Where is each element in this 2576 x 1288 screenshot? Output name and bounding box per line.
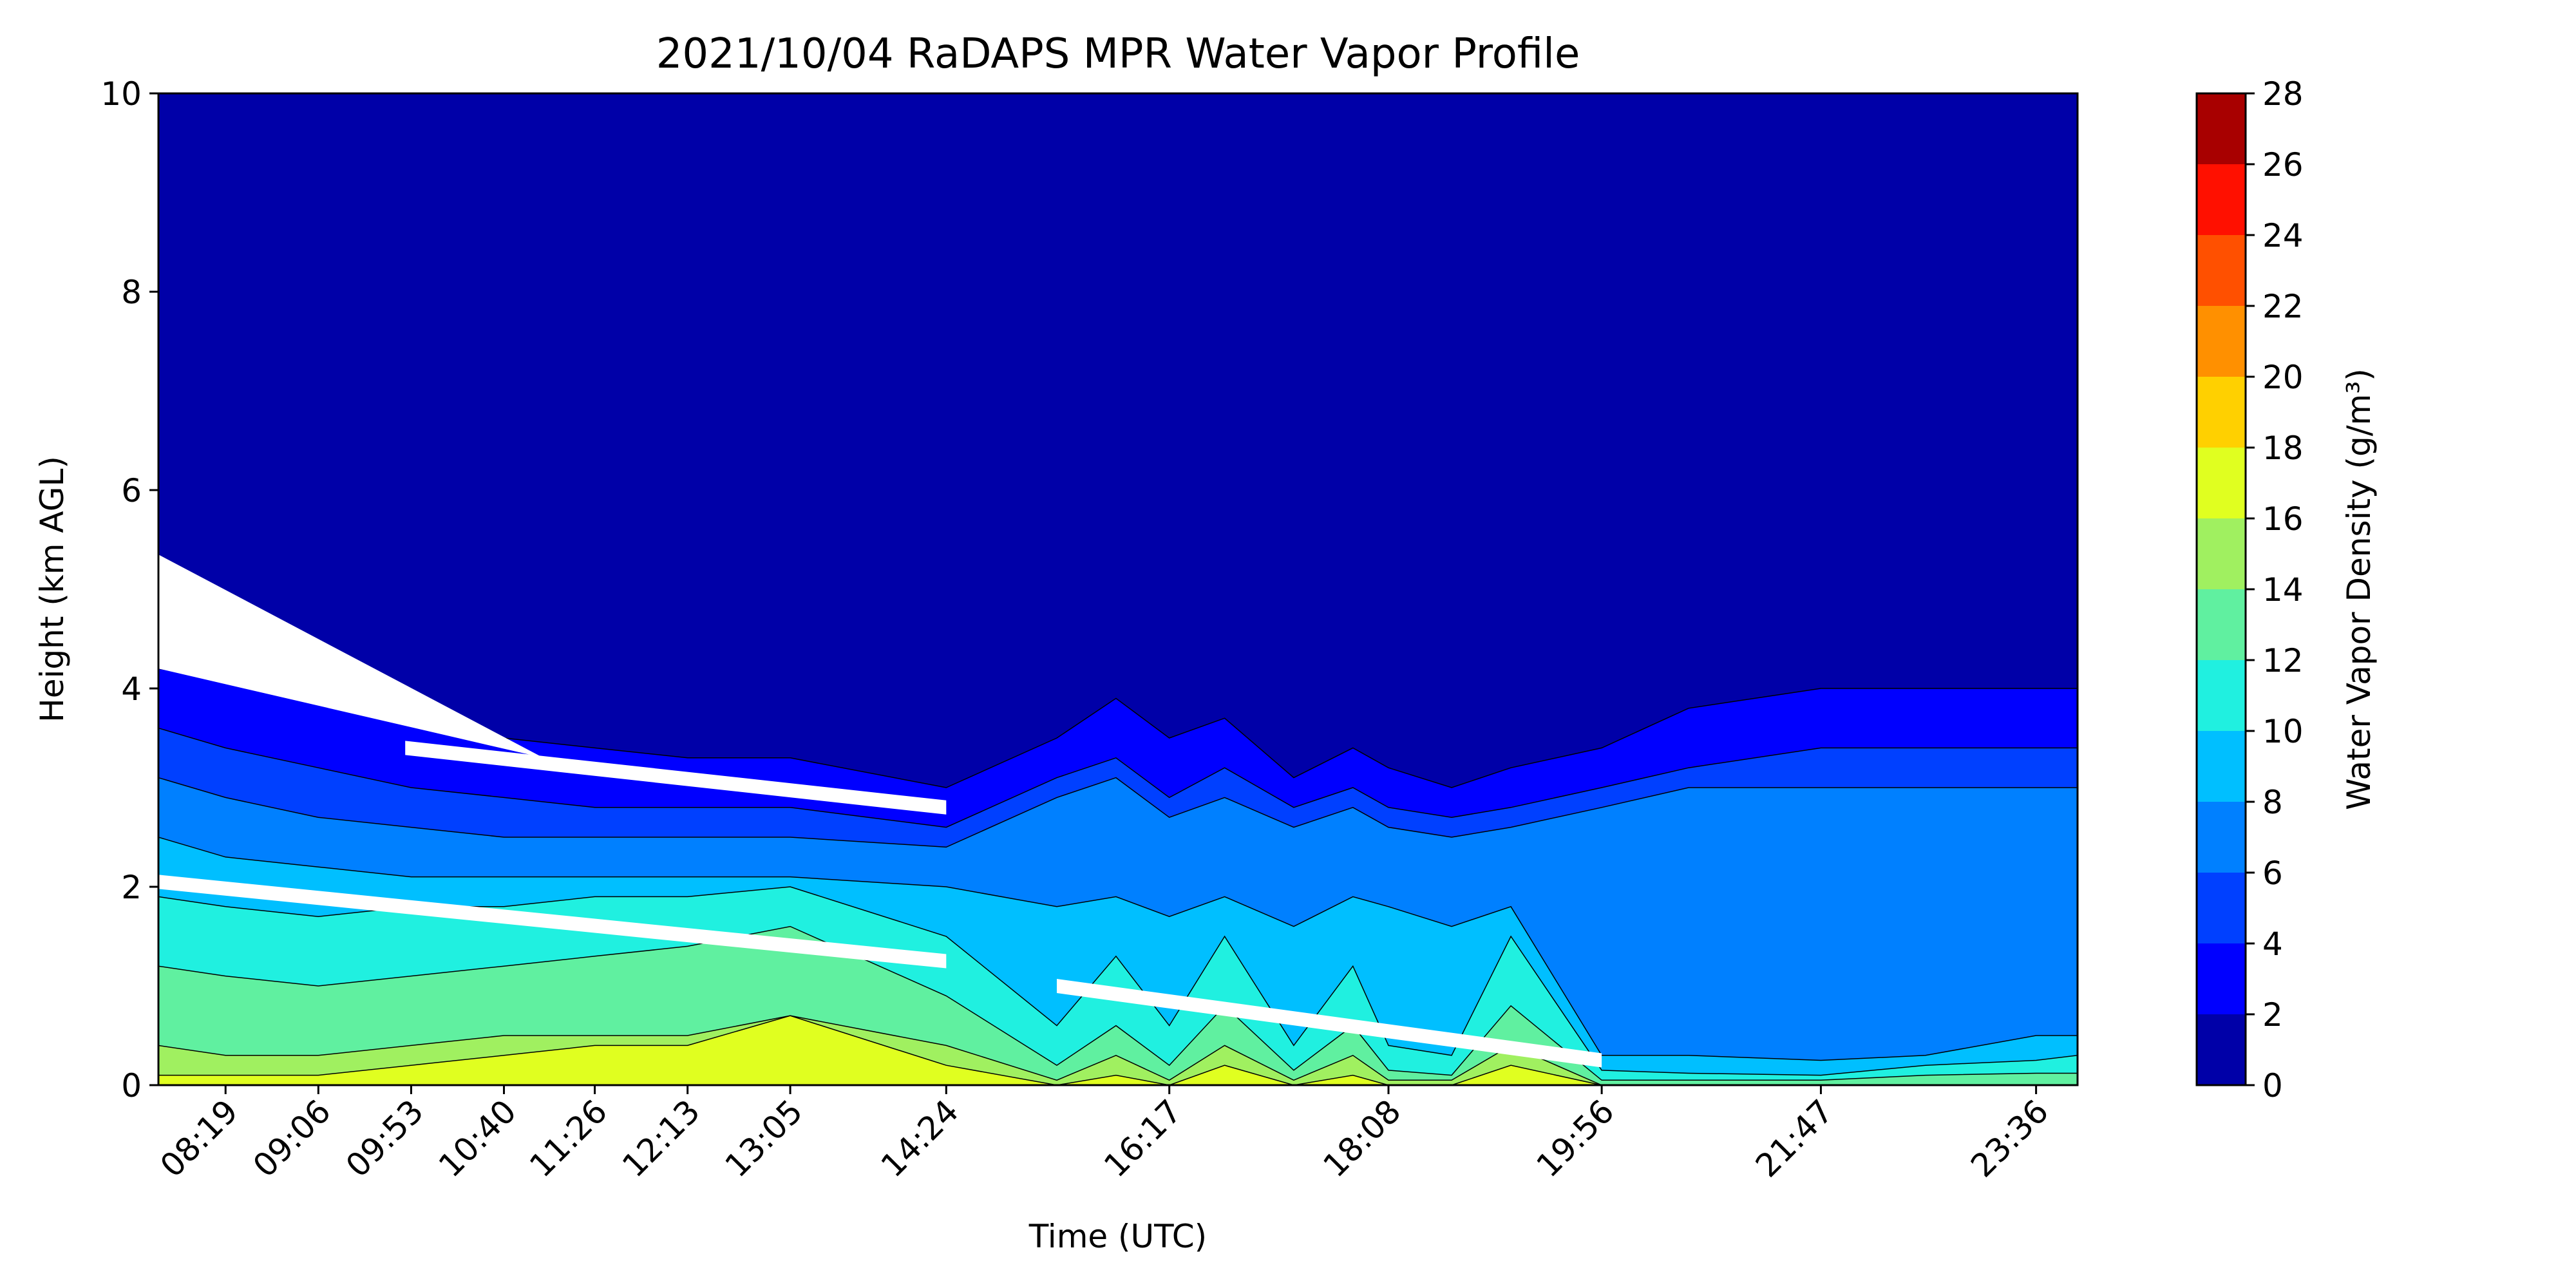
- colorbar-swatch: [2197, 873, 2246, 943]
- colorbar-tick-label: 4: [2262, 925, 2283, 963]
- colorbar-tick-label: 16: [2262, 500, 2304, 538]
- colorbar-tick-label: 2: [2262, 996, 2283, 1034]
- colorbar-label: Water Vapor Density (g/m³): [2340, 368, 2378, 810]
- missing-data-1: [405, 741, 947, 815]
- colorbar-tick-label: 14: [2262, 571, 2304, 609]
- colorbar-swatch: [2197, 518, 2246, 589]
- x-tick-label: 08:19: [153, 1092, 245, 1184]
- y-tick-label: 4: [121, 670, 142, 708]
- band-16-18: [158, 1015, 2078, 1085]
- colorbar-swatch: [2197, 1014, 2246, 1085]
- x-tick-label: 14:24: [874, 1092, 966, 1184]
- y-tick-label: 6: [121, 472, 142, 509]
- x-tick-label: 11:26: [522, 1092, 614, 1184]
- x-tick-label: 09:53: [339, 1092, 431, 1184]
- x-tick-label: 18:08: [1316, 1092, 1408, 1184]
- colorbar-tick-label: 12: [2262, 642, 2304, 679]
- colorbar-swatch: [2197, 164, 2246, 235]
- colorbar-tick-label: 8: [2262, 784, 2283, 821]
- x-tick-label: 10:40: [431, 1092, 524, 1184]
- y-tick-label: 8: [121, 274, 142, 311]
- y-tick-label: 10: [100, 75, 142, 113]
- plot-area: [157, 92, 2079, 1086]
- missing-data-layer: [158, 554, 1602, 1068]
- missing-data-2: [158, 875, 947, 969]
- colorbar-tick-label: 18: [2262, 430, 2304, 467]
- colorbar-tick-label: 10: [2262, 713, 2304, 750]
- colorbar-bands: [2197, 93, 2246, 1085]
- colorbar-swatch: [2197, 235, 2246, 306]
- x-tick-label: 23:36: [1964, 1092, 2056, 1184]
- colorbar-tick-label: 20: [2262, 359, 2304, 396]
- colorbar-swatch: [2197, 660, 2246, 731]
- colorbar-swatch: [2197, 731, 2246, 802]
- colorbar-swatch: [2197, 448, 2246, 518]
- x-tick-label: 21:47: [1748, 1092, 1841, 1184]
- x-tick-label: 19:56: [1530, 1092, 1622, 1184]
- colorbar-swatch: [2197, 93, 2246, 164]
- colorbar-tick-label: 24: [2262, 217, 2304, 254]
- y-tick-label: 0: [121, 1067, 142, 1104]
- colorbar-swatch: [2197, 589, 2246, 660]
- colorbar-tick-label: 26: [2262, 146, 2304, 184]
- x-tick-label: 16:17: [1097, 1092, 1189, 1184]
- x-tick-label: 09:06: [246, 1092, 338, 1184]
- y-axis-label: Height (km AGL): [33, 456, 71, 723]
- colorbar-swatch: [2197, 377, 2246, 448]
- missing-data-0: [158, 554, 544, 758]
- missing-data-3: [1057, 979, 1602, 1068]
- contour-fill-layers: [158, 93, 2078, 1085]
- x-axis-label: Time (UTC): [1028, 1218, 1207, 1255]
- y-tick-label: 2: [121, 869, 142, 906]
- y-axis: 0 2 4 6 8 10: [100, 75, 158, 1104]
- colorbar-swatch: [2197, 306, 2246, 377]
- colorbar-tick-label: 22: [2262, 288, 2304, 325]
- colorbar-swatch: [2197, 802, 2246, 873]
- plot-frame: [157, 92, 2079, 1086]
- x-tick-label: 12:13: [615, 1092, 707, 1184]
- colorbar-swatch: [2197, 943, 2246, 1014]
- colorbar-tick-label: 28: [2262, 75, 2304, 113]
- x-tick-label: 13:05: [718, 1092, 810, 1184]
- colorbar-tick-label: 6: [2262, 855, 2283, 892]
- colorbar-tick-label: 0: [2262, 1067, 2283, 1104]
- chart-title: 2021/10/04 RaDAPS MPR Water Vapor Profil…: [656, 30, 1580, 78]
